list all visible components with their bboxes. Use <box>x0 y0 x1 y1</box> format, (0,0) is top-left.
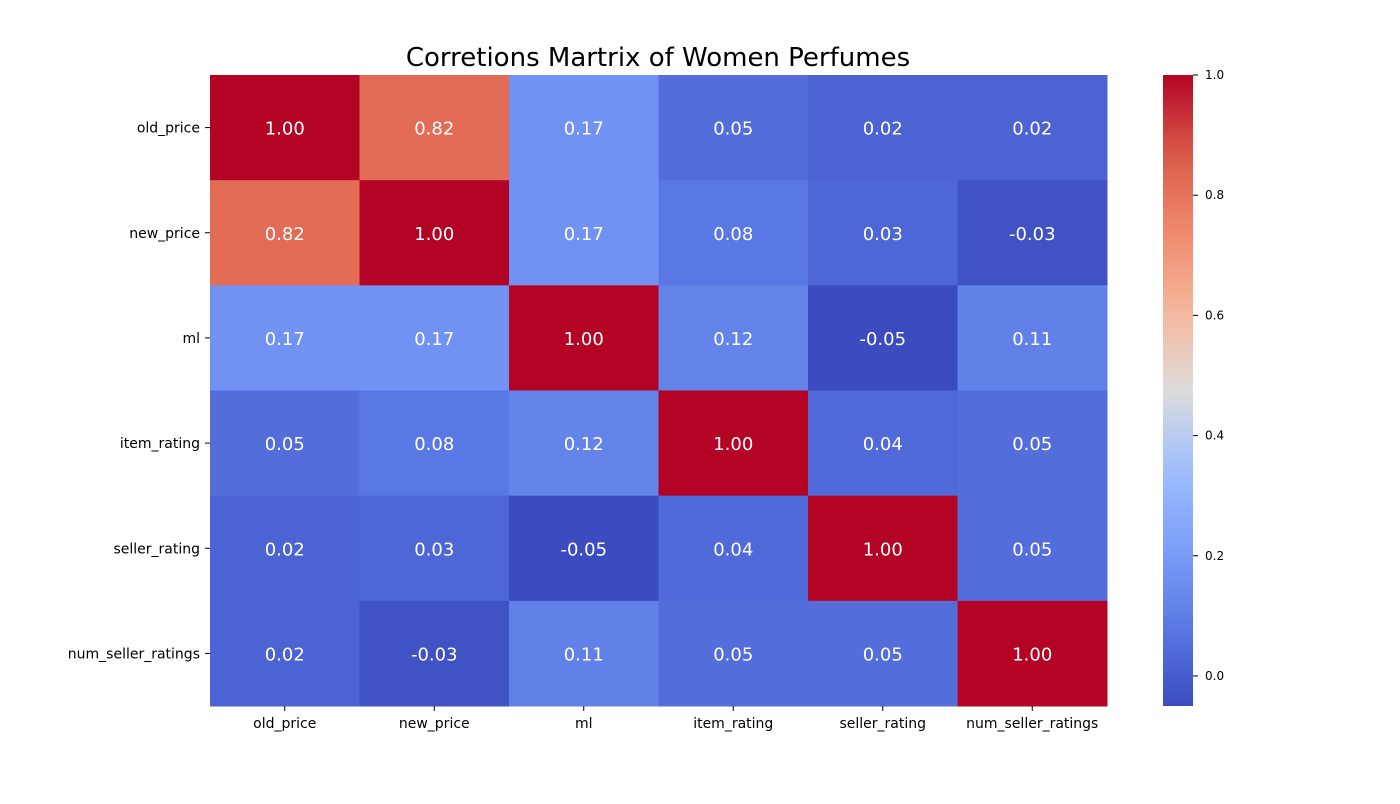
heatmap-cell <box>509 180 659 286</box>
cell-value-label: -0.05 <box>560 539 607 560</box>
heatmap-cell <box>359 285 510 391</box>
heatmap-cell <box>808 180 958 286</box>
cell-value-label: 0.02 <box>863 119 903 140</box>
cell-value-label: 0.12 <box>564 434 604 455</box>
x-tick-label: ml <box>575 716 593 732</box>
cell-value-label: 0.05 <box>1012 434 1052 455</box>
cell-value-label: 0.02 <box>1012 119 1052 140</box>
heatmap-cell <box>808 600 958 707</box>
heatmap-cell <box>658 75 809 181</box>
cell-value-label: 1.00 <box>265 119 305 140</box>
colorbar-tick-label: 1.0 <box>1205 68 1224 82</box>
y-tick-label: num_seller_ratings <box>68 646 200 662</box>
x-tick-label: old_price <box>253 716 316 732</box>
y-tick-label: ml <box>182 331 200 347</box>
cell-value-label: -0.03 <box>411 644 458 665</box>
cell-value-label: 1.00 <box>863 539 903 560</box>
y-tick-label: item_rating <box>120 436 200 452</box>
y-tick-label: old_price <box>137 121 200 137</box>
colorbar-tick-label: 0.2 <box>1205 549 1224 563</box>
y-tick-label: seller_rating <box>113 541 200 557</box>
heatmap-cell <box>359 180 510 286</box>
heatmap-cell <box>509 390 659 497</box>
cell-value-label: 0.03 <box>414 539 454 560</box>
y-tick-label: new_price <box>129 226 200 242</box>
heatmap-cell <box>210 495 360 602</box>
colorbar-gradient <box>1163 75 1193 706</box>
heatmap-cell <box>509 600 659 707</box>
cell-value-label: 0.04 <box>863 434 903 455</box>
heatmap-cell <box>957 285 1108 391</box>
heatmap-cell <box>957 180 1108 286</box>
heatmap-cell <box>808 285 958 391</box>
heatmap-cell <box>509 495 659 602</box>
heatmap-cell <box>658 600 809 707</box>
cell-value-label: 0.05 <box>713 119 753 140</box>
heatmap-cell <box>957 75 1108 181</box>
heatmap-cell <box>210 285 360 391</box>
cell-value-label: 0.17 <box>414 329 454 350</box>
heatmap-cell <box>658 285 809 391</box>
cell-value-label: 0.17 <box>265 329 305 350</box>
cell-value-label: 0.08 <box>713 224 753 245</box>
colorbar-tick-label: 0.8 <box>1205 188 1224 202</box>
cell-value-label: 0.05 <box>265 434 305 455</box>
cell-value-label: 0.02 <box>265 644 305 665</box>
cell-value-label: 0.17 <box>564 224 604 245</box>
colorbar-tick-label: 0.0 <box>1205 669 1224 683</box>
cell-value-label: 1.00 <box>1012 644 1052 665</box>
heatmap-cell <box>957 390 1108 497</box>
cell-value-label: 0.05 <box>713 644 753 665</box>
heatmap-cell <box>808 495 958 602</box>
cell-value-label: 1.00 <box>564 329 604 350</box>
heatmap-cell <box>808 390 958 497</box>
heatmap-cell <box>808 75 958 181</box>
cell-value-label: 0.03 <box>863 224 903 245</box>
cell-value-label: 0.08 <box>414 434 454 455</box>
heatmap-cell <box>957 600 1108 707</box>
heatmap-cell <box>658 180 809 286</box>
cell-value-label: 0.82 <box>414 119 454 140</box>
cell-value-label: 0.17 <box>564 119 604 140</box>
cell-value-label: 0.11 <box>564 644 604 665</box>
cell-value-label: 0.11 <box>1012 329 1052 350</box>
colorbar: 0.0 0.2 0.4 0.6 0.8 1.0 <box>1163 68 1224 706</box>
heatmap-cells: 1.00 0.82 0.17 0.05 0.02 0.02 0.82 1.00 0.17 0.08… <box>210 75 1108 707</box>
heatmap-cell <box>210 75 360 181</box>
heatmap-cell <box>210 600 360 707</box>
heatmap-cell <box>210 390 360 497</box>
heatmap-cell <box>359 600 510 707</box>
cell-value-label: 1.00 <box>414 224 454 245</box>
cell-value-label: 0.04 <box>713 539 753 560</box>
cell-value-label: -0.03 <box>1009 224 1056 245</box>
heatmap-cell <box>359 75 510 181</box>
cell-value-label: 0.05 <box>1012 539 1052 560</box>
colorbar-tick-label: 0.4 <box>1205 429 1224 443</box>
heatmap-cell <box>658 495 809 602</box>
heatmap-cell <box>509 75 659 181</box>
chart-title: Corretions Martrix of Women Perfumes <box>406 43 910 73</box>
cell-value-label: 0.05 <box>863 644 903 665</box>
cell-value-label: 1.00 <box>713 434 753 455</box>
heatmap-cell <box>359 390 510 497</box>
x-axis: old_price new_price ml item_rating seller_ra… <box>253 706 1098 732</box>
x-tick-label: seller_rating <box>839 716 926 732</box>
cell-value-label: 0.82 <box>265 224 305 245</box>
heatmap-cell <box>658 390 809 497</box>
x-tick-label: num_seller_ratings <box>966 716 1098 732</box>
x-tick-label: new_price <box>399 716 470 732</box>
colorbar-tick-label: 0.6 <box>1205 308 1224 322</box>
heatmap-cell <box>957 495 1108 602</box>
x-tick-label: item_rating <box>693 716 773 732</box>
heatmap-cell <box>359 495 510 602</box>
heatmap-cell <box>210 180 360 286</box>
cell-value-label: 0.12 <box>713 329 753 350</box>
cell-value-label: 0.02 <box>265 539 305 560</box>
heatmap-cell <box>509 285 659 391</box>
cell-value-label: -0.05 <box>859 329 906 350</box>
